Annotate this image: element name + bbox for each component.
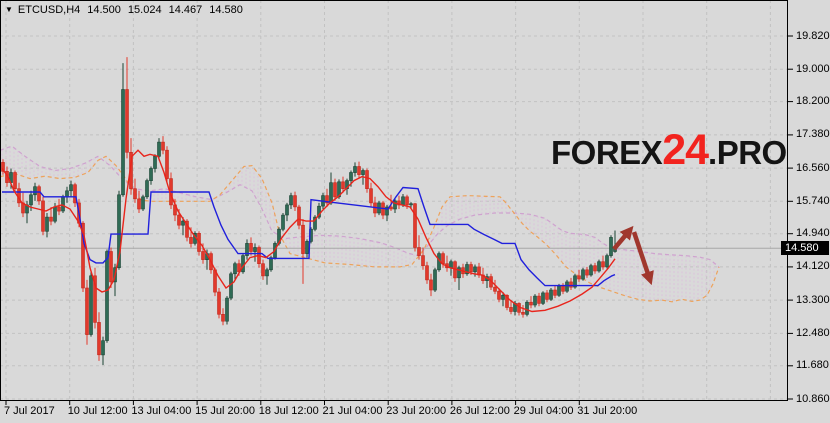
chart-ohlc-header: ▼ ETCUSD,H4 14.500 15.024 14.467 14.580 [5,4,243,16]
ohlc-open: 14.500 [87,4,121,16]
ohlc-low: 14.467 [168,4,203,16]
axes-frame [0,0,793,405]
tenkan-sen-line [1,149,616,313]
candles [1,57,617,365]
kijun-sen-line [2,186,616,287]
ohlc-high: 15.024 [127,4,162,16]
symbol-marker-icon: ▼ [5,5,13,14]
symbol-period-label: ETCUSD,H4 [17,4,81,16]
forecast-arrows [612,225,654,286]
forecast-arrow-down [631,231,654,286]
grid-lines [0,0,788,401]
ohlc-close: 14.580 [209,4,243,16]
forecast-arrow-up [612,225,634,251]
current-price-label: 14.580 [781,241,829,256]
